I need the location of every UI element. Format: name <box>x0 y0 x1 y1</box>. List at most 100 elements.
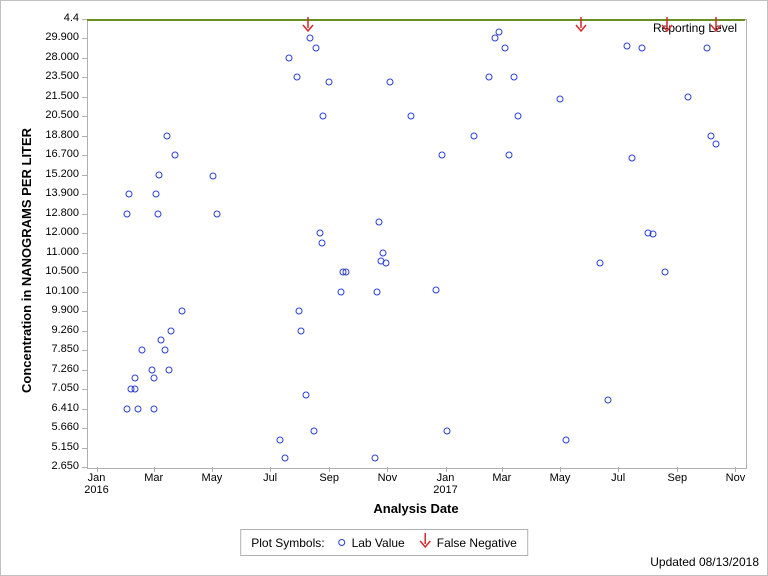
y-tick-mark <box>82 467 87 468</box>
lab-value-point <box>438 152 445 159</box>
lab-value-point <box>282 455 289 462</box>
x-tick-mark <box>329 467 330 472</box>
y-tick-mark <box>82 214 87 215</box>
y-tick-label: 23.500 <box>13 70 79 82</box>
lab-value-point <box>486 74 493 81</box>
lab-value-point <box>505 152 512 159</box>
lab-value-point <box>303 392 310 399</box>
y-tick-label: 20.500 <box>13 109 79 121</box>
lab-value-point <box>171 152 178 159</box>
lab-value-point <box>166 366 173 373</box>
lab-value-point <box>150 375 157 382</box>
y-tick-label: 7.260 <box>13 363 79 375</box>
lab-value-point <box>310 428 317 435</box>
lab-value-point <box>408 113 415 120</box>
x-tick-mark <box>560 467 561 472</box>
lab-value-point <box>597 260 604 267</box>
y-tick-label: 12.000 <box>13 226 79 238</box>
lab-value-point <box>320 113 327 120</box>
chart-container: Concentration in NANOGRAMS PER LITER Ana… <box>0 0 768 576</box>
lab-value-point <box>375 219 382 226</box>
y-tick-label: 2.650 <box>13 460 79 472</box>
down-arrow-icon <box>419 533 431 552</box>
x-tick-mark <box>677 467 678 472</box>
y-tick-mark <box>82 175 87 176</box>
y-tick-label: 5.660 <box>13 421 79 433</box>
lab-value-point <box>167 327 174 334</box>
legend-label: Lab Value <box>352 536 405 550</box>
lab-value-point <box>124 405 131 412</box>
lab-value-point <box>713 141 720 148</box>
y-tick-mark <box>82 370 87 371</box>
lab-value-point <box>209 172 216 179</box>
lab-value-point <box>131 386 138 393</box>
lab-value-point <box>312 45 319 52</box>
y-tick-mark <box>82 194 87 195</box>
x-tick-label: May <box>540 472 580 484</box>
lab-value-point <box>556 95 563 102</box>
lab-value-point <box>135 405 142 412</box>
y-tick-label: 12.800 <box>13 207 79 219</box>
lab-value-point <box>326 78 333 85</box>
y-tick-label: 18.800 <box>13 129 79 141</box>
x-tick-label: Sep <box>657 472 697 484</box>
x-tick-mark <box>154 467 155 472</box>
lab-value-point <box>213 210 220 217</box>
x-tick-label: Mar <box>134 472 174 484</box>
x-tick-mark <box>735 467 736 472</box>
lab-value-point <box>639 45 646 52</box>
x-axis-label: Analysis Date <box>87 501 745 516</box>
lab-value-point <box>511 74 518 81</box>
lab-value-point <box>604 396 611 403</box>
legend-label: False Negative <box>437 536 517 550</box>
y-tick-mark <box>82 155 87 156</box>
y-tick-label: 10.100 <box>13 285 79 297</box>
y-tick-mark <box>82 272 87 273</box>
y-tick-label: 11.000 <box>13 246 79 258</box>
y-tick-mark <box>82 253 87 254</box>
y-tick-label: 29.900 <box>13 31 79 43</box>
lab-value-point <box>703 45 710 52</box>
y-tick-mark <box>82 38 87 39</box>
y-tick-mark <box>82 448 87 449</box>
x-tick-label: Mar <box>482 472 522 484</box>
y-tick-mark <box>82 428 87 429</box>
lab-value-point <box>629 154 636 161</box>
y-tick-mark <box>82 331 87 332</box>
lab-value-point <box>131 375 138 382</box>
y-tick-mark <box>82 77 87 78</box>
x-tick-mark <box>387 467 388 472</box>
x-tick-label: May <box>192 472 232 484</box>
lab-value-point <box>371 455 378 462</box>
lab-value-point <box>318 240 325 247</box>
x-tick-mark <box>270 467 271 472</box>
x-tick-label: Sep <box>309 472 349 484</box>
lab-value-point <box>373 288 380 295</box>
x-tick-label: Jan 2017 <box>426 472 466 496</box>
x-tick-label: Nov <box>367 472 407 484</box>
x-tick-mark <box>502 467 503 472</box>
y-tick-label: 15.200 <box>13 168 79 180</box>
reporting-level-line <box>87 19 745 21</box>
lab-value-point <box>444 428 451 435</box>
y-tick-label: 6.410 <box>13 402 79 414</box>
lab-value-point <box>707 132 714 139</box>
lab-value-point <box>337 288 344 295</box>
y-tick-mark <box>82 233 87 234</box>
x-tick-mark <box>97 467 98 472</box>
lab-value-point <box>684 93 691 100</box>
lab-value-point <box>501 45 508 52</box>
legend: Plot Symbols: Lab Value False Negative <box>240 529 528 556</box>
lab-value-point <box>650 231 657 238</box>
lab-value-point <box>433 287 440 294</box>
legend-title: Plot Symbols: <box>251 536 324 550</box>
reporting-level-label: Reporting Level <box>653 21 737 35</box>
x-tick-mark <box>212 467 213 472</box>
lab-value-point <box>154 210 161 217</box>
lab-value-point <box>661 269 668 276</box>
y-tick-label: 28.000 <box>13 51 79 63</box>
y-tick-label: 5.150 <box>13 441 79 453</box>
y-tick-mark <box>82 136 87 137</box>
lab-value-point <box>623 42 630 49</box>
y-tick-label: 7.850 <box>13 343 79 355</box>
